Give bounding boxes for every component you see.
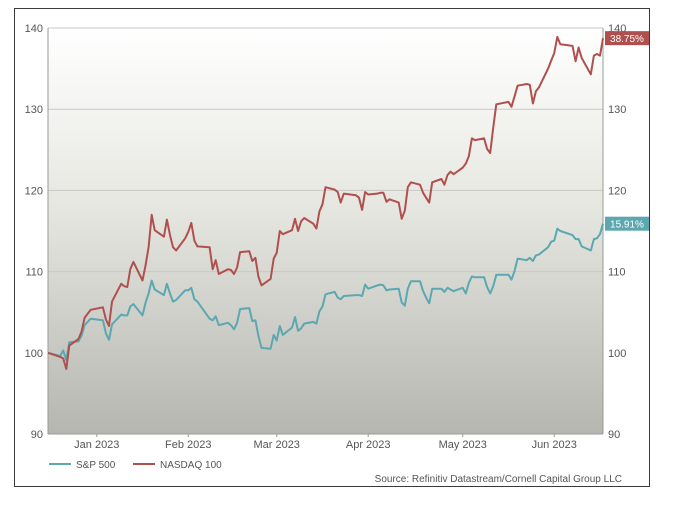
series-line-nasdaq100	[47, 35, 604, 370]
y-tick-label-left: 100	[25, 348, 43, 360]
y-tick-label-left: 110	[25, 267, 43, 279]
legend-label-sp500: S&P 500	[76, 460, 116, 471]
x-tick-label: Mar 2023	[253, 439, 299, 451]
chart-frame: 90 100 110 120 130 140 90 100 110 120 130 140 Jan 20…	[14, 8, 650, 487]
x-tick-label: Feb 2023	[165, 439, 211, 451]
x-tick-label: Jun 2023	[532, 439, 577, 451]
legend-label-nasdaq100: NASDAQ 100	[160, 460, 222, 471]
y-tick-label-right: 100	[608, 348, 626, 360]
x-tick-label: Apr 2023	[346, 439, 391, 451]
end-value-badge-nasdaq100	[605, 31, 649, 46]
end-value-badge-sp500	[605, 216, 649, 231]
y-tick-label-left: 120	[25, 185, 43, 197]
y-tick-label-right: 90	[608, 429, 620, 441]
source-note: Source: Refinitiv Datastream/Cornell Cap…	[375, 474, 622, 485]
end-value-label-nasdaq100: 38.75%	[610, 34, 644, 45]
series-line-sp500	[47, 223, 604, 362]
x-tick-label: Jan 2023	[74, 439, 119, 451]
end-value-label-sp500: 15.91%	[610, 220, 644, 231]
y-tick-label-left: 130	[25, 104, 43, 116]
y-tick-label-left: 90	[31, 429, 43, 441]
y-tick-label-right: 130	[608, 104, 626, 116]
y-tick-label-left: 140	[25, 23, 43, 35]
y-tick-label-right: 110	[608, 267, 626, 279]
x-tick-label: May 2023	[439, 439, 487, 451]
y-tick-label-right: 120	[608, 185, 626, 197]
plot-background	[48, 28, 603, 434]
